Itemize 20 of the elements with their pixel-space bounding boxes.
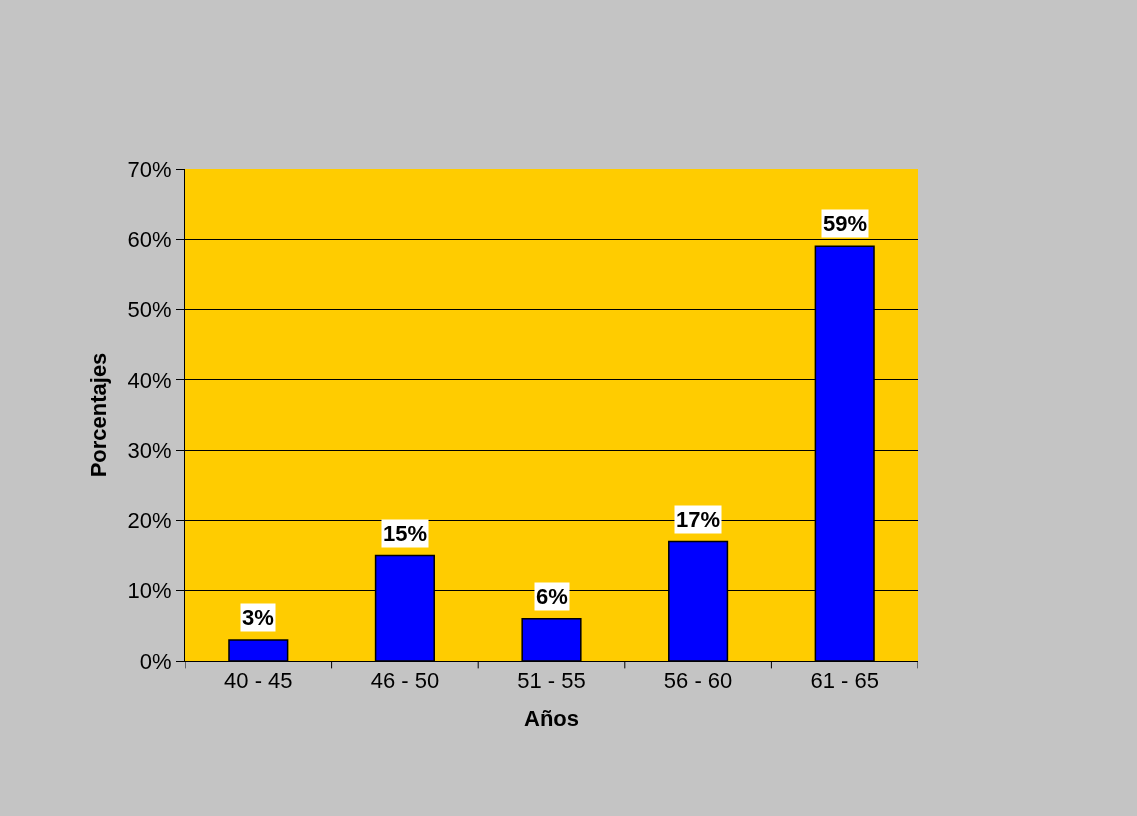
y-tick-label: 20%: [127, 508, 172, 534]
y-tick-label: 50%: [127, 297, 172, 323]
y-tick-label: 40%: [127, 367, 172, 393]
x-tick-label: 46 - 50: [370, 668, 440, 694]
data-label: 59%: [823, 211, 868, 236]
x-tick-label: 51 - 55: [517, 668, 586, 694]
y-tick-label: 70%: [127, 156, 172, 182]
y-tick-label: 10%: [127, 578, 172, 604]
y-tick-label: 60%: [127, 226, 172, 252]
y-tick-label: 30%: [127, 437, 172, 463]
x-tick-label: 40 - 45: [224, 668, 293, 694]
data-label: 15%: [383, 521, 428, 546]
data-label: 3%: [242, 605, 274, 630]
data-label: 6%: [536, 584, 568, 609]
y-axis-title: Porcentajes: [86, 352, 112, 478]
x-axis-title: Años: [524, 706, 579, 732]
data-label: 17%: [676, 507, 721, 532]
y-tick-label: 0%: [139, 648, 172, 674]
x-tick-label: 61 - 65: [810, 668, 879, 694]
x-tick-label: 56 - 60: [663, 668, 733, 694]
